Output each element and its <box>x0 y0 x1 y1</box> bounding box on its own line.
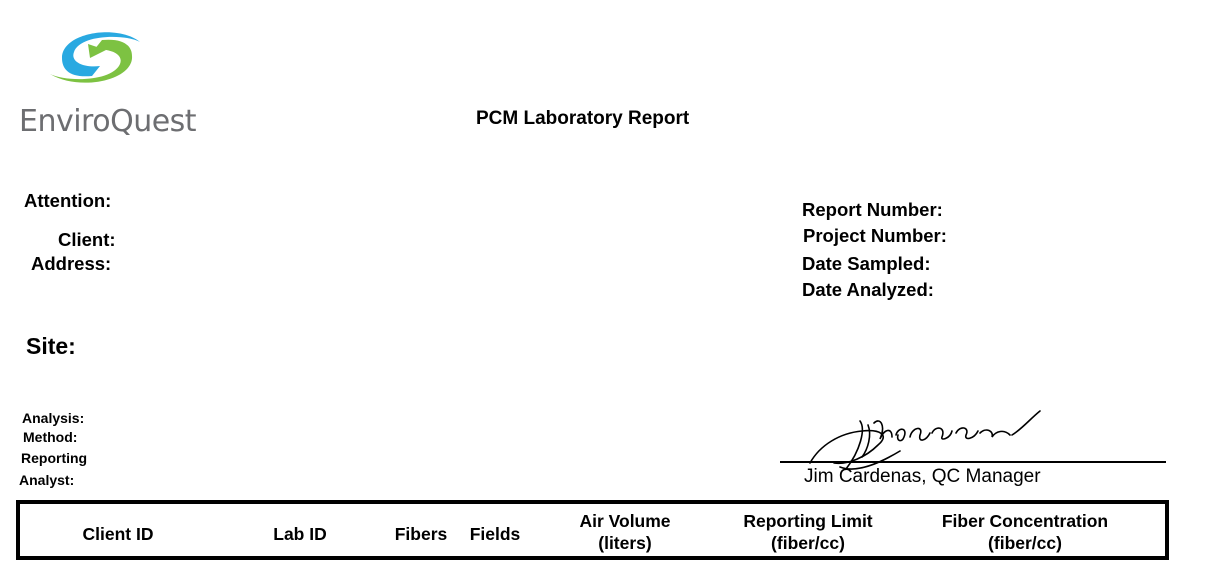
column-header-air-volume: Air Volume (liters) <box>550 510 700 554</box>
results-table-header: Client ID Lab ID Fibers Fields Air Volum… <box>16 500 1169 560</box>
report-title: PCM Laboratory Report <box>476 108 690 129</box>
column-header-line1: Reporting Limit <box>743 511 873 531</box>
column-header-line1: Air Volume <box>579 511 671 531</box>
date-analyzed-label: Date Analyzed: <box>802 279 934 300</box>
signer-name: Jim Cardenas, QC Manager <box>804 466 1041 487</box>
column-header-reporting-limit: Reporting Limit (fiber/cc) <box>718 510 898 554</box>
column-header-line2: (liters) <box>598 533 652 553</box>
handwritten-signature <box>800 405 1050 490</box>
column-header-fields: Fields <box>460 523 530 545</box>
column-header-line1: Client ID <box>82 524 154 544</box>
reporting-label: Reporting <box>21 450 88 466</box>
report-number-label: Report Number: <box>802 199 943 220</box>
site-label: Site: <box>26 333 76 359</box>
client-label: Client: <box>58 229 116 250</box>
analyst-label: Analyst: <box>19 472 75 488</box>
signature-line <box>780 461 1166 463</box>
column-header-line1: Fiber Concentration <box>941 511 1109 531</box>
column-header-line1: Fields <box>469 524 521 544</box>
column-header-line2: (fiber/cc) <box>988 533 1062 553</box>
column-header-line2: (fiber/cc) <box>771 533 845 553</box>
address-label: Address: <box>31 253 112 274</box>
column-header-fiber-concentration: Fiber Concentration (fiber/cc) <box>920 510 1130 554</box>
column-header-fibers: Fibers <box>386 523 456 545</box>
analysis-label: Analysis: <box>22 410 85 426</box>
column-header-lab-id: Lab ID <box>250 523 350 545</box>
column-header-line1: Lab ID <box>273 524 327 544</box>
project-number-label: Project Number: <box>803 225 947 246</box>
attention-label: Attention: <box>24 190 112 211</box>
date-sampled-label: Date Sampled: <box>802 253 931 274</box>
method-label: Method: <box>23 429 78 445</box>
brand-name: EnviroQuest <box>19 104 197 139</box>
column-header-client-id: Client ID <box>78 523 158 545</box>
column-header-line1: Fibers <box>394 524 448 544</box>
enviroquest-logo-icon <box>40 22 150 99</box>
